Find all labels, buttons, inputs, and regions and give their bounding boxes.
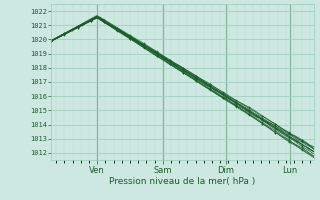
X-axis label: Pression niveau de la mer( hPa ): Pression niveau de la mer( hPa ) (109, 177, 256, 186)
